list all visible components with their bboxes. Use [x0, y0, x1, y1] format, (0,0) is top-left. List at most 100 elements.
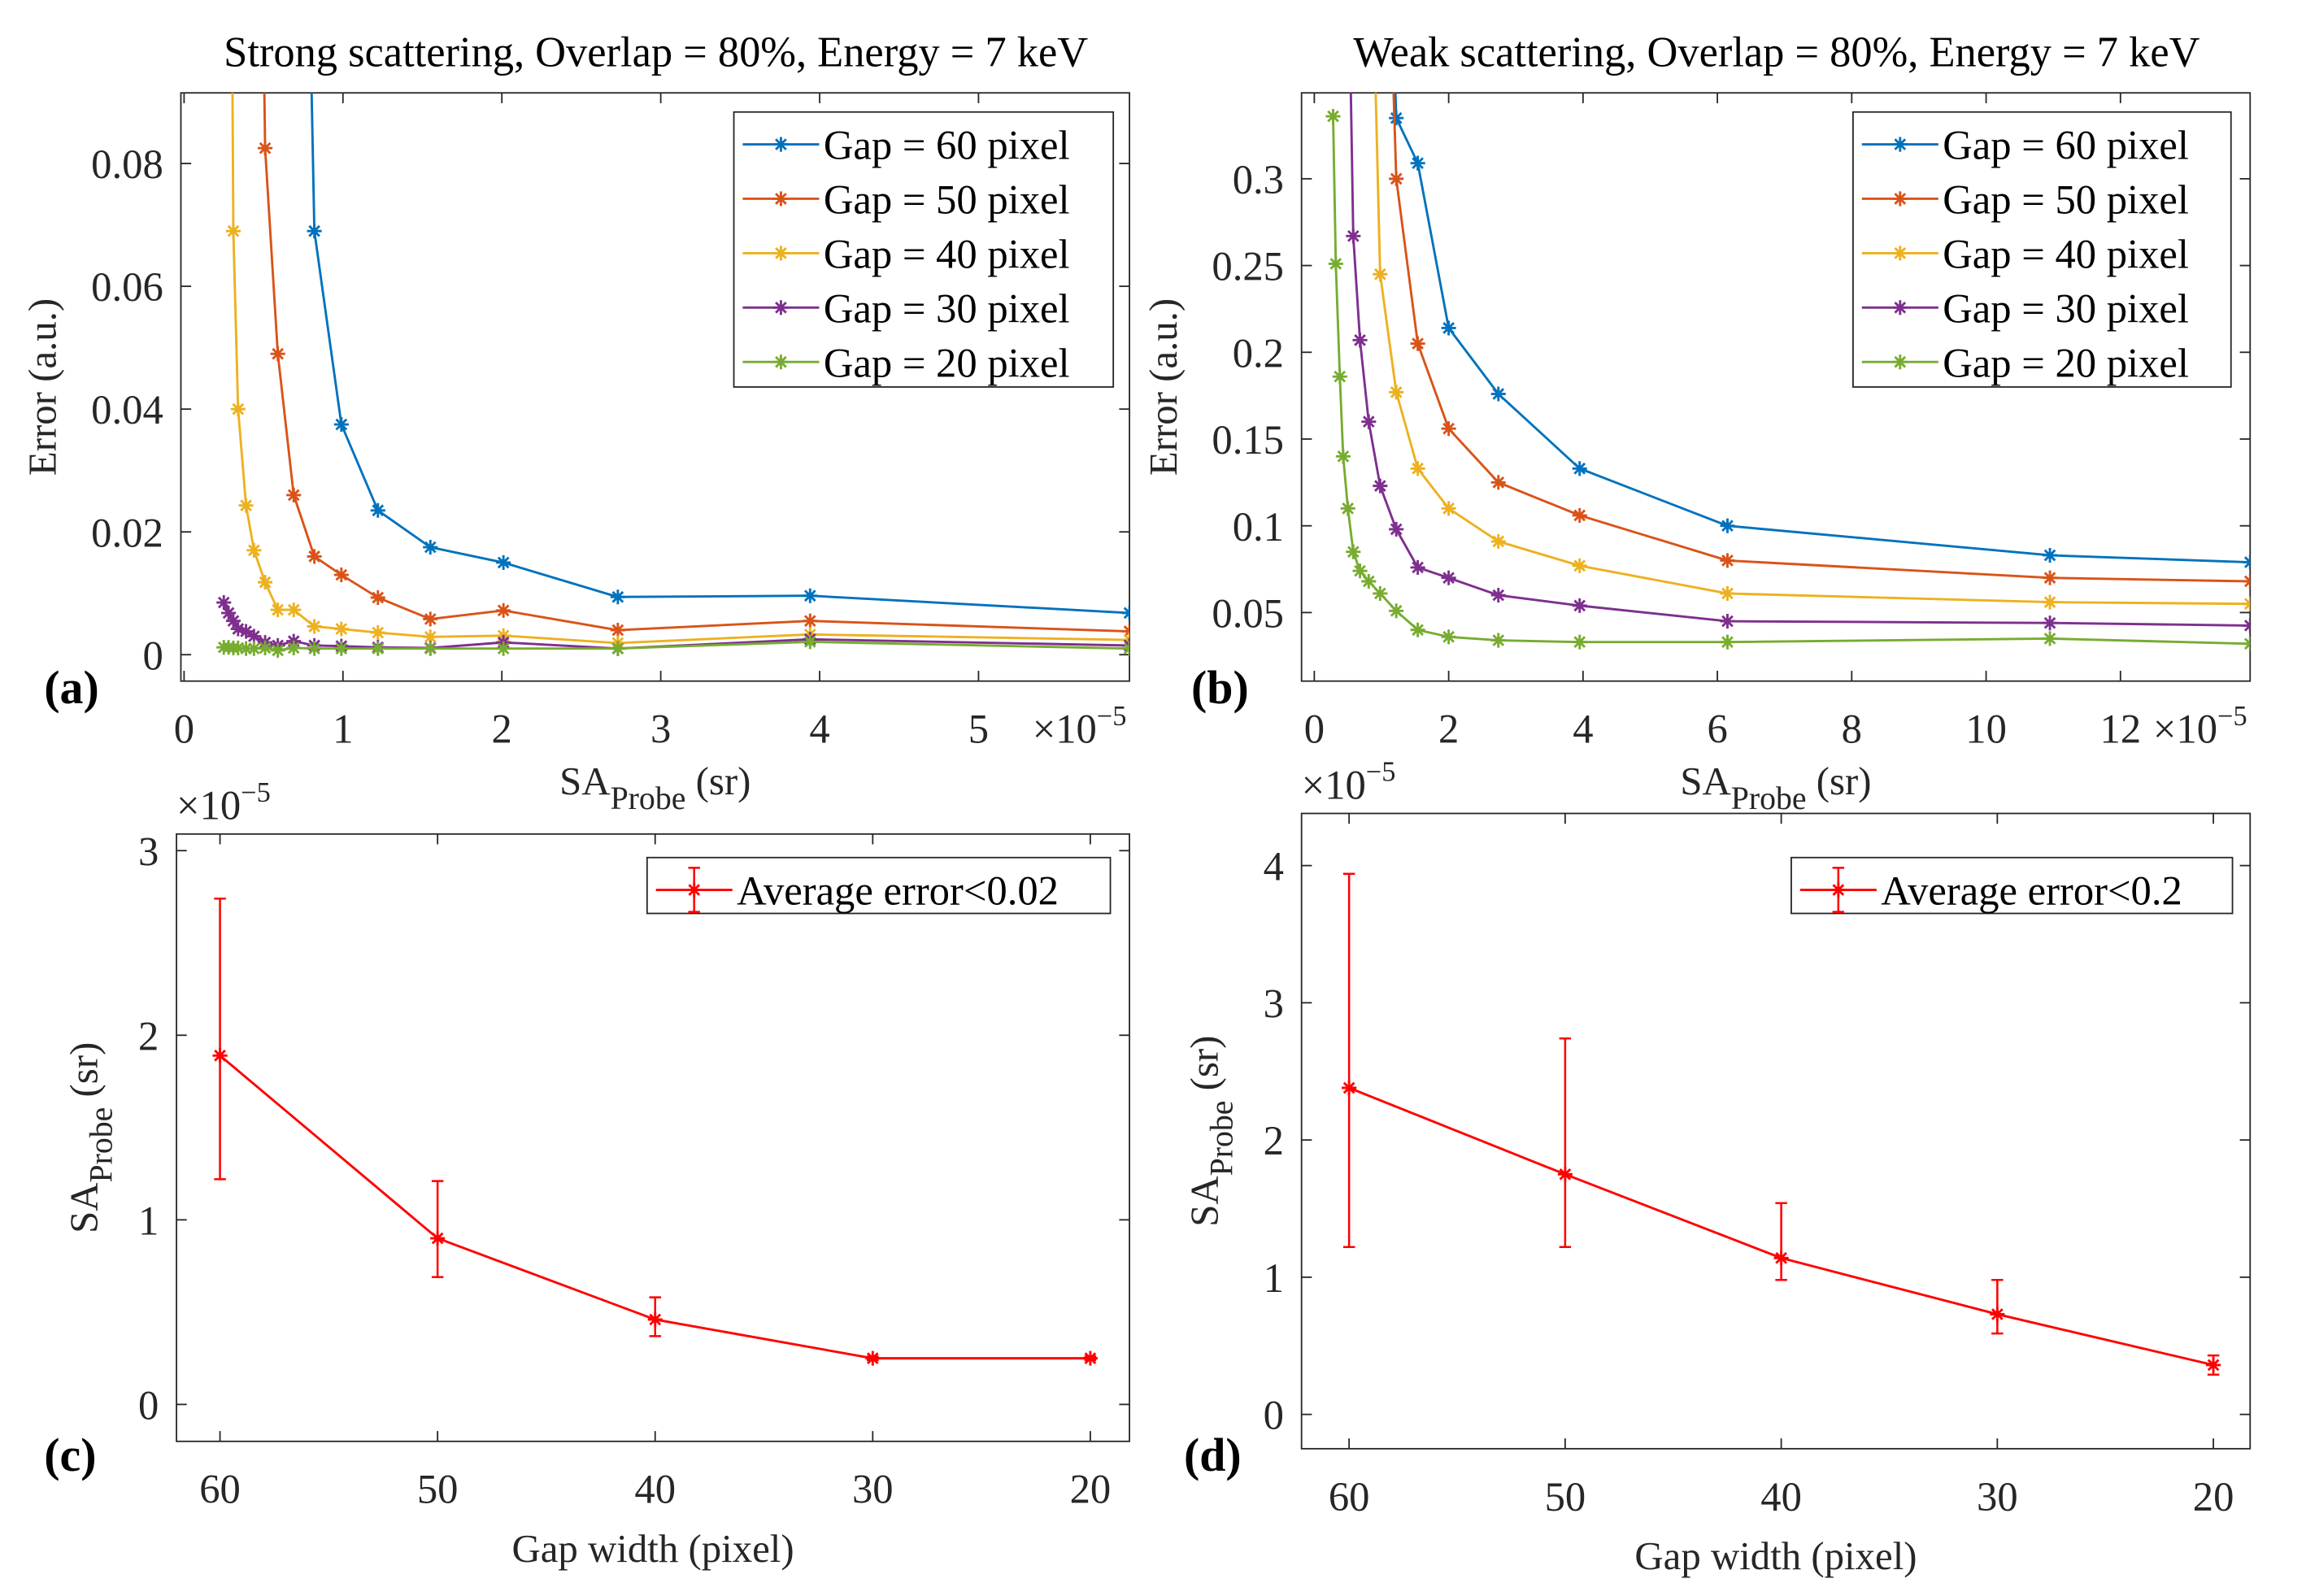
data-point-marker [610, 589, 625, 605]
chart-panel-b: 0 2 4 6 8 10 12 0.05 0.1 0.15 0.2 0.25 0.3 Weak scatt… [1141, 29, 2252, 816]
data-point-marker [257, 575, 273, 590]
data-point-marker [1410, 622, 1425, 637]
x-tick-label: 40 [1760, 1474, 1802, 1520]
x-tick-label: 5 [968, 707, 989, 752]
x-tick-label: 20 [2193, 1474, 2234, 1520]
legend-item: Gap = 60 pixel [1861, 123, 2189, 168]
series-gap-60-pixel [307, 93, 1130, 620]
plot-series [216, 93, 1130, 658]
y-tick-label: 0.25 [1212, 244, 1284, 289]
data-point-marker [2243, 554, 2251, 570]
data-point-marker [803, 634, 818, 650]
y-axis-exponent: ×10−5 [176, 777, 271, 828]
data-point-marker [1892, 354, 1908, 370]
y-axis-exponent-base: ×10 [176, 783, 241, 828]
legend-label: Gap = 40 pixel [1943, 231, 2189, 276]
legend-item: Gap = 60 pixel [742, 123, 1070, 168]
x-axis-label: Gap width (pixel) [1634, 1533, 1917, 1578]
data-point-marker [1373, 267, 1388, 282]
data-point-marker [1328, 256, 1343, 272]
y-tick-label: 3 [1264, 981, 1284, 1026]
data-point-marker [370, 641, 385, 656]
data-point-marker [773, 246, 789, 261]
data-point-marker [1389, 603, 1404, 619]
chart-panel-a: 0 1 2 3 4 5 0 0.02 0.04 0.06 0.08 Strong scattering… [20, 29, 1130, 816]
data-point-marker [1720, 553, 1735, 568]
x-axis-exponent-power: −5 [2217, 701, 2247, 732]
y-tick-label: 0.1 [1233, 504, 1284, 550]
series-gap-60-pixel [1389, 93, 2251, 570]
plot-series [1325, 93, 2251, 651]
data-point-marker [1892, 137, 1908, 152]
plot-area [176, 833, 1130, 1442]
data-point-marker [1122, 605, 1130, 620]
legend-item: Average error<0.2 [1799, 867, 2182, 914]
series-gap-40-pixel [1373, 93, 2251, 611]
panel-label: (d) [1184, 1429, 1242, 1481]
error-bar [1559, 1037, 1572, 1249]
legend-label: Gap = 30 pixel [1943, 285, 2189, 331]
x-tick-label: 4 [809, 707, 829, 752]
legend-label: Gap = 30 pixel [824, 285, 1070, 331]
series-average-error-0-2 [1342, 872, 2221, 1376]
x-tick-label: 50 [417, 1467, 459, 1512]
data-point-marker [610, 622, 625, 638]
y-tick-label: 0.06 [91, 264, 163, 310]
series-gap-50-pixel [257, 93, 1130, 639]
data-point-marker [1572, 634, 1587, 650]
y-tick-label: 0 [142, 633, 163, 678]
data-point-marker [647, 1311, 663, 1327]
data-point-marker [773, 354, 789, 370]
legend-box [733, 111, 1115, 388]
data-point-marker [1332, 369, 1347, 385]
data-point-marker [2243, 636, 2251, 651]
y-axis-label: SAProbe (sr) [61, 1042, 119, 1233]
series-gap-50-pixel [1389, 93, 2251, 589]
legend-label: Gap = 50 pixel [824, 177, 1070, 223]
data-point-marker [496, 554, 511, 571]
y-tick-label: 0 [138, 1382, 159, 1428]
legend-label: Gap = 20 pixel [824, 340, 1070, 385]
data-point-marker [2043, 570, 2058, 585]
y-tick-label: 1 [138, 1198, 159, 1243]
data-point-marker [333, 641, 349, 656]
data-point-marker [307, 224, 322, 239]
data-point-marker [1373, 478, 1388, 494]
data-point-marker [1361, 414, 1377, 429]
chart-title: Weak scattering, Overlap = 80%, Energy =… [1353, 29, 2199, 76]
data-point-marker [865, 1350, 881, 1366]
legend-item: Average error<0.02 [655, 867, 1059, 914]
data-point-marker [496, 641, 511, 656]
data-point-marker [1361, 573, 1377, 589]
y-tick-label: 2 [138, 1013, 159, 1059]
error-bar [431, 1180, 444, 1278]
series-gap-20-pixel [1325, 109, 2251, 651]
y-axis-label-subscript: Probe [1204, 1101, 1240, 1176]
y-axis-label-unit: (sr) [61, 1042, 106, 1107]
x-tick-label: 50 [1545, 1474, 1586, 1520]
plot-series [1342, 872, 2221, 1376]
data-point-marker [246, 542, 262, 558]
data-point-marker [2243, 596, 2251, 611]
data-point-marker [2043, 615, 2058, 631]
y-axis-exponent: ×10−5 [1302, 757, 1396, 808]
legend: Gap = 60 pixel Gap = 50 pixel Gap = 40 pix… [733, 111, 1115, 388]
y-axis-exponent-power: −5 [1366, 757, 1396, 788]
x-tick-label: 0 [174, 707, 194, 752]
data-point-marker [1572, 598, 1587, 613]
data-point-marker [1441, 320, 1456, 336]
data-point-marker [423, 641, 438, 656]
data-point-marker [803, 613, 818, 628]
data-point-marker [257, 141, 273, 156]
data-point-marker [1441, 421, 1456, 437]
data-point-marker [1720, 518, 1735, 533]
data-point-marker [610, 641, 625, 656]
legend-item: Gap = 40 pixel [1861, 231, 2189, 276]
data-point-marker [1389, 521, 1404, 537]
y-tick-label: 1 [1264, 1255, 1284, 1301]
x-axis-exponent-power: −5 [1097, 701, 1127, 732]
data-point-marker [246, 641, 262, 656]
y-tick-label: 0.2 [1233, 330, 1284, 376]
